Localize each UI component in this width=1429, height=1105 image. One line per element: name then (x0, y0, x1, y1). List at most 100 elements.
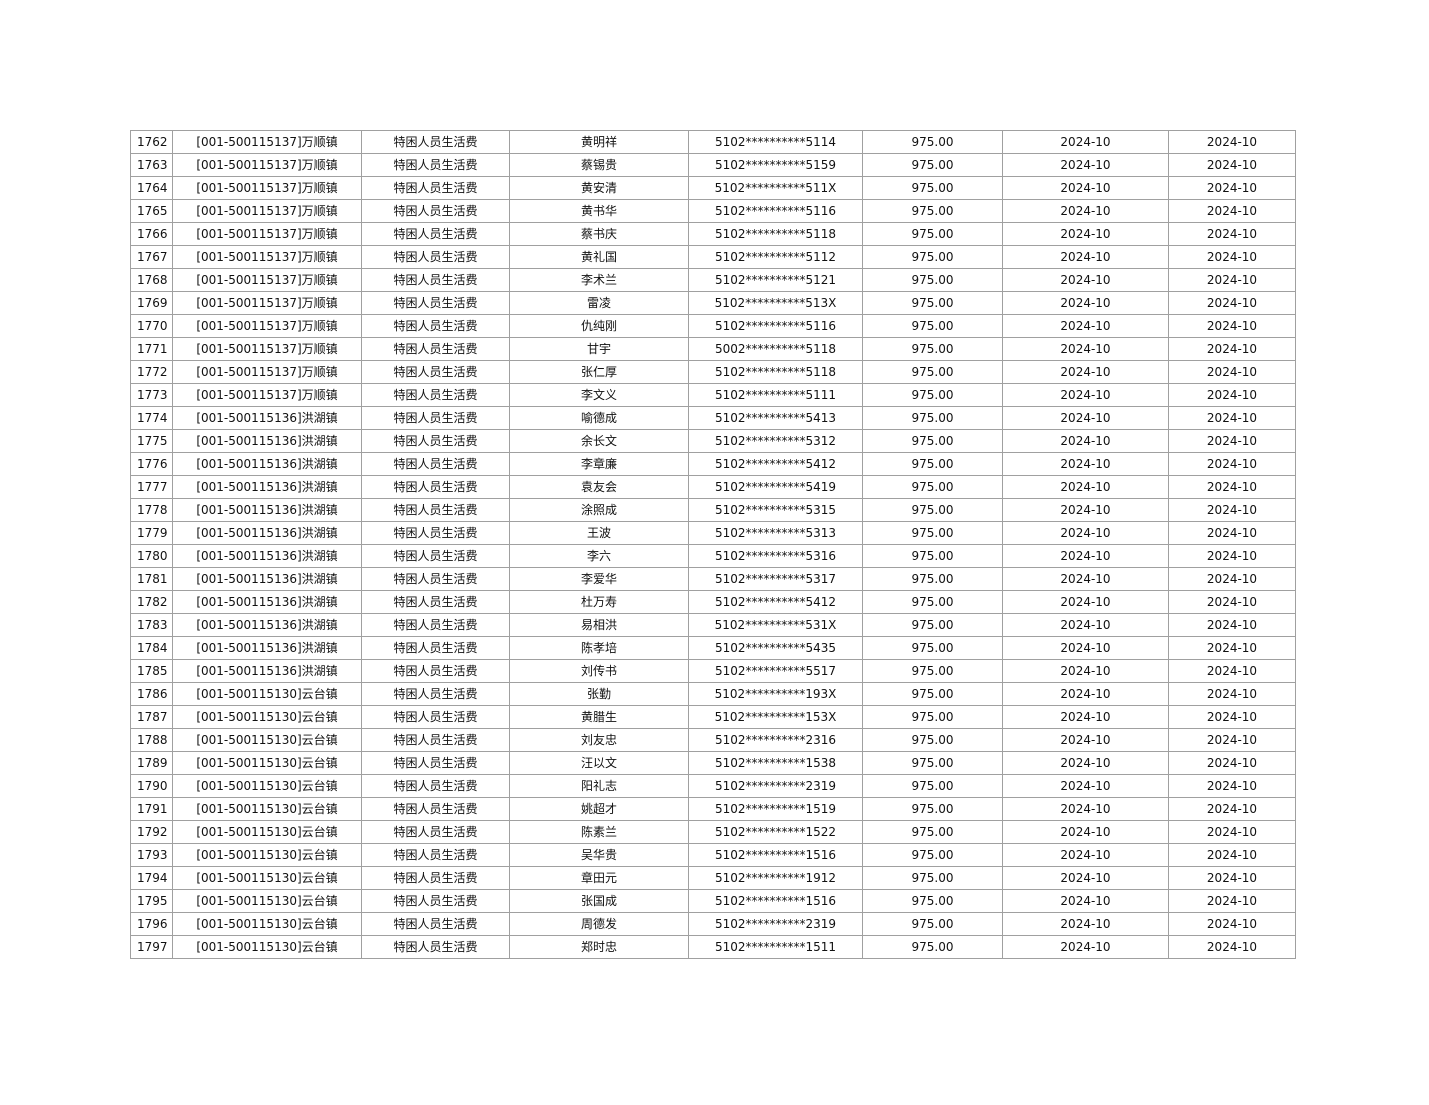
id-number-cell: 5102**********5111 (688, 383, 863, 407)
id-number-cell: 5102**********153X (688, 705, 863, 729)
table-row: 1784 [001-500115136]洪湖镇 特困人员生活费 陈孝培 5102****… (130, 636, 1296, 660)
row-number-cell: 1766 (130, 222, 173, 246)
end-month-cell: 2024-10 (1168, 590, 1296, 614)
end-month-cell: 2024-10 (1168, 383, 1296, 407)
town-code-cell: [001-500115136]洪湖镇 (172, 406, 362, 430)
start-month-cell: 2024-10 (1002, 222, 1169, 246)
subsidy-type-cell: 特困人员生活费 (361, 912, 510, 936)
town-code-cell: [001-500115136]洪湖镇 (172, 521, 362, 545)
id-number-cell: 5102**********5435 (688, 636, 863, 660)
row-number-cell: 1778 (130, 498, 173, 522)
town-code-cell: [001-500115137]万顺镇 (172, 222, 362, 246)
amount-cell: 975.00 (862, 567, 1003, 591)
table-row: 1780 [001-500115136]洪湖镇 特困人员生活费 李六 5102*****… (130, 544, 1296, 568)
amount-cell: 975.00 (862, 153, 1003, 177)
subsidy-type-cell: 特困人员生活费 (361, 222, 510, 246)
subsidy-type-cell: 特困人员生活费 (361, 475, 510, 499)
town-code-cell: [001-500115137]万顺镇 (172, 383, 362, 407)
table-row: 1775 [001-500115136]洪湖镇 特困人员生活费 余长文 5102****… (130, 429, 1296, 453)
town-code-cell: [001-500115136]洪湖镇 (172, 475, 362, 499)
start-month-cell: 2024-10 (1002, 705, 1169, 729)
end-month-cell: 2024-10 (1168, 682, 1296, 706)
person-name-cell: 刘传书 (509, 659, 689, 683)
id-number-cell: 5102**********511X (688, 176, 863, 200)
end-month-cell: 2024-10 (1168, 659, 1296, 683)
start-month-cell: 2024-10 (1002, 360, 1169, 384)
start-month-cell: 2024-10 (1002, 337, 1169, 361)
person-name-cell: 章田元 (509, 866, 689, 890)
end-month-cell: 2024-10 (1168, 544, 1296, 568)
end-month-cell: 2024-10 (1168, 199, 1296, 223)
start-month-cell: 2024-10 (1002, 544, 1169, 568)
id-number-cell: 5002**********5118 (688, 337, 863, 361)
start-month-cell: 2024-10 (1002, 383, 1169, 407)
end-month-cell: 2024-10 (1168, 843, 1296, 867)
table-row: 1777 [001-500115136]洪湖镇 特困人员生活费 袁友会 5102****… (130, 475, 1296, 499)
town-code-cell: [001-500115130]云台镇 (172, 797, 362, 821)
subsidy-type-cell: 特困人员生活费 (361, 590, 510, 614)
town-code-cell: [001-500115137]万顺镇 (172, 291, 362, 315)
start-month-cell: 2024-10 (1002, 866, 1169, 890)
row-number-cell: 1795 (130, 889, 173, 913)
subsidy-type-cell: 特困人员生活费 (361, 337, 510, 361)
subsidy-type-cell: 特困人员生活费 (361, 452, 510, 476)
row-number-cell: 1777 (130, 475, 173, 499)
id-number-cell: 5102**********5313 (688, 521, 863, 545)
start-month-cell: 2024-10 (1002, 521, 1169, 545)
subsidy-type-cell: 特困人员生活费 (361, 935, 510, 959)
table-row: 1771 [001-500115137]万顺镇 特困人员生活费 甘宇 5002*****… (130, 337, 1296, 361)
table-row: 1788 [001-500115130]云台镇 特困人员生活费 刘友忠 5102****… (130, 728, 1296, 752)
table-row: 1797 [001-500115130]云台镇 特困人员生活费 郑时忠 5102****… (130, 935, 1296, 959)
row-number-cell: 1791 (130, 797, 173, 821)
end-month-cell: 2024-10 (1168, 705, 1296, 729)
table-row: 1790 [001-500115130]云台镇 特困人员生活费 阳礼志 5102****… (130, 774, 1296, 798)
subsidy-type-cell: 特困人员生活费 (361, 291, 510, 315)
town-code-cell: [001-500115137]万顺镇 (172, 153, 362, 177)
amount-cell: 975.00 (862, 682, 1003, 706)
start-month-cell: 2024-10 (1002, 912, 1169, 936)
person-name-cell: 袁友会 (509, 475, 689, 499)
person-name-cell: 蔡锡贵 (509, 153, 689, 177)
subsidy-type-cell: 特困人员生活费 (361, 866, 510, 890)
town-code-cell: [001-500115136]洪湖镇 (172, 659, 362, 683)
town-code-cell: [001-500115137]万顺镇 (172, 337, 362, 361)
id-number-cell: 5102**********531X (688, 613, 863, 637)
subsidy-type-cell: 特困人员生活费 (361, 245, 510, 269)
start-month-cell: 2024-10 (1002, 774, 1169, 798)
row-number-cell: 1789 (130, 751, 173, 775)
person-name-cell: 李术兰 (509, 268, 689, 292)
start-month-cell: 2024-10 (1002, 153, 1169, 177)
row-number-cell: 1776 (130, 452, 173, 476)
start-month-cell: 2024-10 (1002, 567, 1169, 591)
id-number-cell: 5102**********5419 (688, 475, 863, 499)
person-name-cell: 雷凌 (509, 291, 689, 315)
subsidy-type-cell: 特困人员生活费 (361, 498, 510, 522)
end-month-cell: 2024-10 (1168, 567, 1296, 591)
town-code-cell: [001-500115130]云台镇 (172, 728, 362, 752)
table-body: 1762 [001-500115137]万顺镇 特困人员生活费 黄明祥 5102****… (130, 130, 1296, 959)
end-month-cell: 2024-10 (1168, 728, 1296, 752)
subsidy-type-cell: 特困人员生活费 (361, 199, 510, 223)
person-name-cell: 陈孝培 (509, 636, 689, 660)
id-number-cell: 5102**********5412 (688, 452, 863, 476)
table-row: 1791 [001-500115130]云台镇 特困人员生活费 姚超才 5102****… (130, 797, 1296, 821)
id-number-cell: 5102**********513X (688, 291, 863, 315)
table-row: 1769 [001-500115137]万顺镇 特困人员生活费 雷凌 5102*****… (130, 291, 1296, 315)
town-code-cell: [001-500115137]万顺镇 (172, 314, 362, 338)
row-number-cell: 1767 (130, 245, 173, 269)
end-month-cell: 2024-10 (1168, 222, 1296, 246)
table-row: 1770 [001-500115137]万顺镇 特困人员生活费 仇纯刚 5102****… (130, 314, 1296, 338)
town-code-cell: [001-500115136]洪湖镇 (172, 544, 362, 568)
end-month-cell: 2024-10 (1168, 797, 1296, 821)
id-number-cell: 5102**********5118 (688, 360, 863, 384)
town-code-cell: [001-500115130]云台镇 (172, 912, 362, 936)
person-name-cell: 黄礼国 (509, 245, 689, 269)
amount-cell: 975.00 (862, 659, 1003, 683)
end-month-cell: 2024-10 (1168, 153, 1296, 177)
amount-cell: 975.00 (862, 222, 1003, 246)
amount-cell: 975.00 (862, 130, 1003, 154)
id-number-cell: 5102**********1516 (688, 889, 863, 913)
id-number-cell: 5102**********5121 (688, 268, 863, 292)
table-row: 1792 [001-500115130]云台镇 特困人员生活费 陈素兰 5102****… (130, 820, 1296, 844)
amount-cell: 975.00 (862, 429, 1003, 453)
